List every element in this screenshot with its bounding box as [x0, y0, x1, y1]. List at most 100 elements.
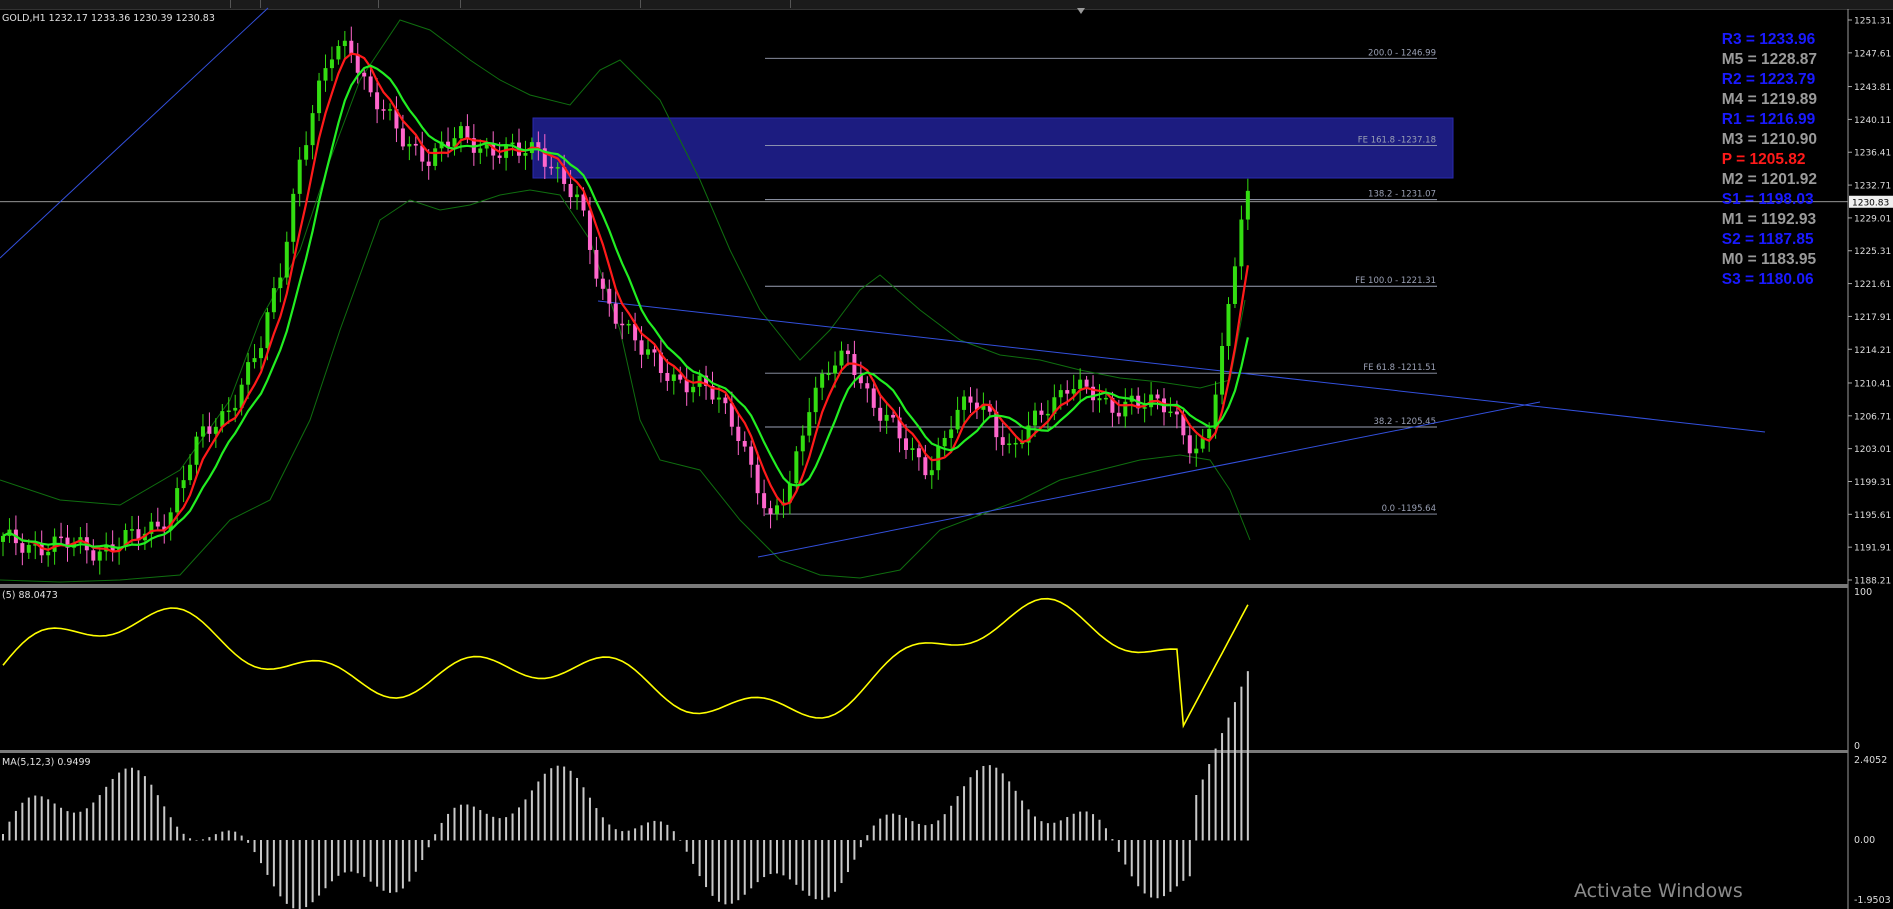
histogram-bar — [1188, 840, 1191, 877]
histogram-axis-top: 2.4052 — [1854, 755, 1887, 766]
histogram-bar — [453, 807, 456, 841]
histogram-bar — [1034, 816, 1036, 841]
bull-candle — [949, 429, 954, 438]
pivot-r1: R1 = 1216.99 — [1721, 111, 1816, 128]
histogram-bar — [1079, 811, 1082, 841]
histogram-bar — [169, 817, 172, 841]
bull-candle — [800, 435, 805, 452]
oscillator-axis-top: 100 — [1854, 587, 1872, 598]
bear-candle — [600, 278, 605, 289]
bull-candle — [97, 551, 102, 561]
bull-candle — [510, 142, 515, 145]
histogram-bar — [421, 840, 424, 861]
histogram-bar — [176, 826, 179, 841]
histogram-bar — [737, 840, 740, 901]
price-axis-label: 1243.81 — [1854, 83, 1891, 93]
bull-candle — [336, 46, 341, 60]
histogram-bar — [911, 821, 914, 841]
bull-candle — [265, 312, 270, 349]
histogram-bar — [2, 833, 4, 841]
bear-candle — [1181, 414, 1186, 436]
bull-candle — [168, 512, 173, 531]
bull-candle — [1071, 388, 1076, 394]
histogram-bar — [466, 804, 469, 841]
bull-candle — [291, 193, 296, 242]
histogram-bar — [995, 767, 998, 841]
histogram-bar — [260, 840, 262, 864]
bull-candle — [910, 448, 915, 450]
histogram-bar — [447, 813, 450, 841]
histogram-bar — [576, 777, 579, 841]
histogram-bar — [1175, 840, 1178, 887]
bear-candle — [91, 550, 96, 561]
histogram-bar — [672, 831, 675, 841]
bear-candle — [39, 544, 44, 556]
histogram-bar — [150, 784, 153, 841]
histogram-bar — [866, 835, 869, 841]
bull-candle — [942, 437, 947, 447]
bull-candle — [1213, 394, 1218, 429]
bear-candle — [420, 145, 425, 162]
histogram-bar — [298, 840, 301, 909]
bear-candle — [871, 388, 876, 408]
bear-candle — [723, 397, 728, 404]
histogram-bar — [66, 811, 69, 841]
pivot-m0: M0 = 1183.95 — [1721, 251, 1817, 268]
bear-candle — [446, 141, 451, 147]
bull-candle — [1232, 266, 1237, 304]
histogram-bar — [40, 796, 43, 841]
histogram-bar — [892, 813, 895, 841]
bull-candle — [807, 412, 812, 436]
fib-level-label: 138.2 - 1231.07 — [1368, 190, 1436, 200]
bull-candle — [200, 426, 205, 437]
histogram-bar — [505, 817, 508, 841]
histogram-bar — [363, 840, 366, 877]
histogram-bar — [247, 840, 250, 843]
histogram-bar — [111, 778, 114, 841]
histogram-axis-bottom: -1.9503 — [1854, 895, 1891, 906]
bear-candle — [923, 457, 928, 476]
bull-candle — [787, 483, 792, 503]
bull-candle — [407, 143, 412, 147]
histogram-bar — [1163, 840, 1165, 897]
histogram-bar — [705, 840, 708, 888]
bear-candle — [1155, 394, 1160, 399]
histogram-bar — [292, 840, 295, 909]
bear-candle — [394, 109, 399, 129]
histogram-bar — [898, 814, 901, 841]
bull-candle — [175, 488, 180, 513]
histogram-bar — [666, 824, 669, 841]
histogram-bar — [98, 795, 101, 841]
histogram-bar — [930, 824, 933, 841]
bull-candle — [452, 138, 457, 147]
histogram-bar — [343, 840, 346, 873]
histogram-bar — [376, 840, 379, 887]
histogram-bar — [595, 808, 598, 841]
histogram-bar — [969, 777, 972, 841]
bear-candle — [368, 76, 373, 93]
scroll-marker-icon[interactable] — [1077, 8, 1085, 14]
bear-candle — [497, 155, 502, 158]
bear-candle — [768, 508, 773, 515]
bull-candle — [271, 288, 276, 313]
bull-candle — [833, 365, 838, 374]
fib-level-label: 200.0 - 1246.99 — [1368, 48, 1436, 58]
bear-candle — [684, 379, 689, 393]
histogram-bar — [60, 807, 63, 841]
pivot-m5: M5 = 1228.87 — [1721, 51, 1817, 68]
histogram-bar — [621, 831, 624, 841]
bear-candle — [465, 126, 470, 139]
bull-candle — [284, 241, 289, 278]
bear-candle — [1174, 411, 1179, 415]
bear-candle — [1116, 412, 1121, 417]
bull-candle — [317, 80, 322, 114]
histogram-bar — [795, 840, 798, 885]
histogram-bar — [434, 834, 437, 841]
histogram-bar — [537, 781, 540, 841]
histogram-bar — [369, 840, 372, 882]
histogram-bar — [1053, 822, 1056, 841]
histogram-bar — [208, 837, 211, 841]
histogram-axis-mid: 0.00 — [1854, 835, 1875, 846]
histogram-bar — [917, 823, 920, 841]
